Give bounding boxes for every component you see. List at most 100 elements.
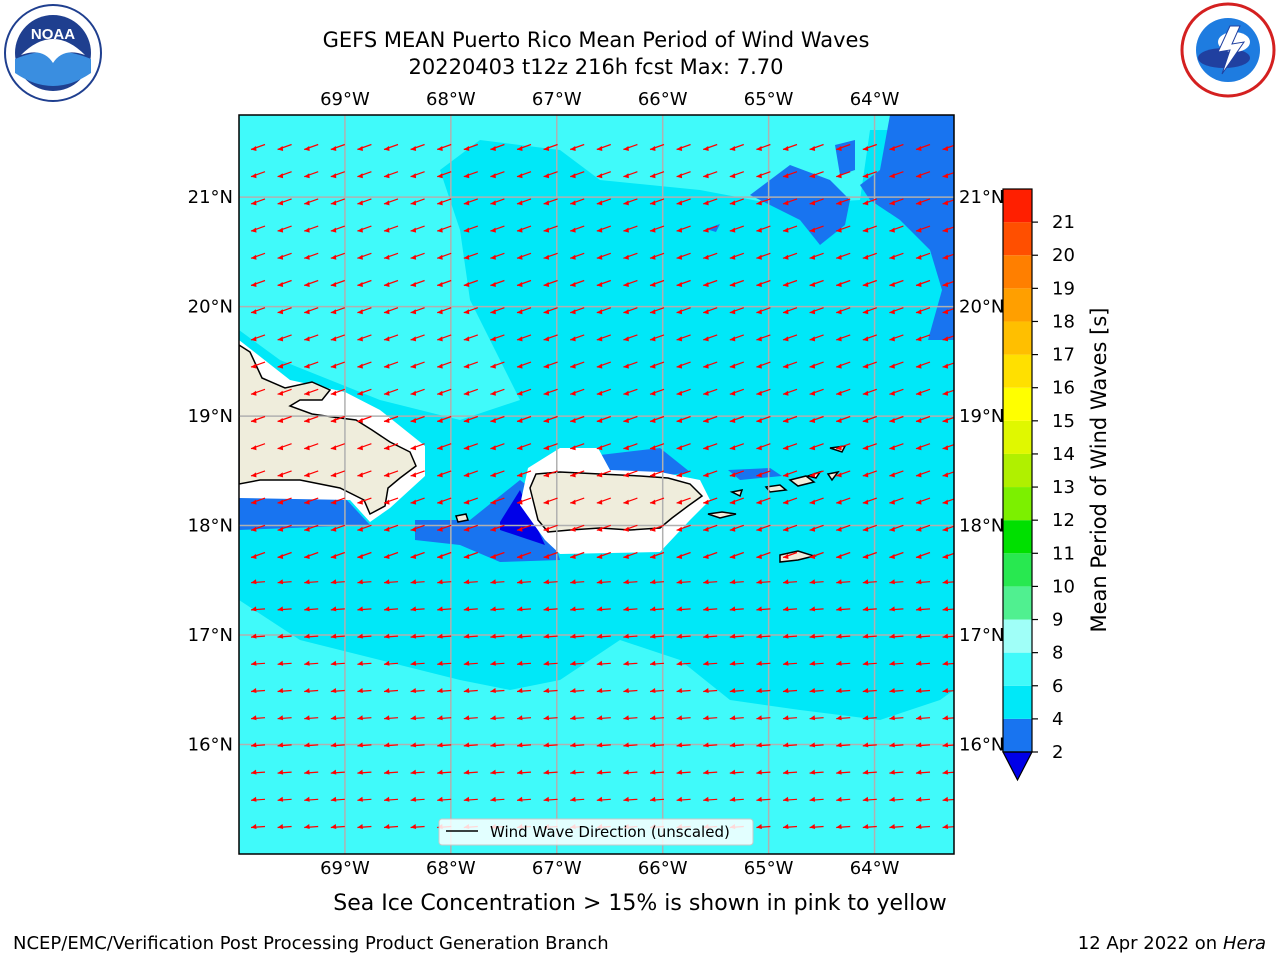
wind-wave-arrow: [330, 334, 346, 342]
wind-wave-arrow: [277, 171, 292, 179]
wind-wave-arrow: [490, 443, 505, 451]
wind-wave-arrow: [809, 606, 824, 612]
wind-wave-arrow: [303, 225, 319, 233]
wind-wave-arrow: [330, 524, 346, 532]
wind-wave-arrow: [729, 361, 745, 369]
wind-wave-arrow: [623, 524, 638, 532]
wind-wave-arrow: [303, 252, 319, 260]
wind-wave-arrow: [809, 688, 824, 693]
wind-wave-arrow: [915, 497, 931, 505]
wind-wave-arrow: [729, 742, 744, 748]
wind-wave-arrow: [915, 307, 931, 315]
wind-wave-arrow: [543, 307, 558, 315]
wind-wave-arrow: [490, 334, 505, 342]
wind-wave-arrow: [623, 225, 638, 233]
wind-wave-arrow: [250, 742, 266, 748]
colorbar-segment: [1003, 619, 1032, 653]
wind-wave-arrow: [303, 470, 319, 478]
wind-wave-arrow: [543, 361, 558, 369]
wind-wave-arrow: [357, 524, 372, 532]
wind-wave-arrow: [729, 688, 744, 693]
wind-wave-arrow: [463, 660, 478, 666]
wind-wave-arrow: [782, 688, 798, 693]
wind-wave-arrow: [782, 171, 798, 179]
wind-wave-arrow: [596, 334, 612, 342]
wind-wave-arrow: [463, 551, 479, 559]
wind-wave-arrow: [649, 796, 665, 802]
wind-wave-arrow: [596, 715, 611, 721]
wind-wave-arrow: [330, 551, 346, 559]
wind-wave-arrow: [570, 769, 585, 775]
wind-wave-arrow: [862, 143, 878, 151]
wind-wave-arrow: [490, 361, 505, 369]
wind-wave-arrow: [303, 171, 319, 179]
wind-wave-arrow: [596, 742, 611, 748]
wind-wave-arrow: [383, 198, 399, 206]
wind-wave-arrow: [516, 470, 532, 478]
wind-wave-arrow: [649, 334, 665, 342]
wind-wave-arrow: [676, 524, 691, 532]
wind-wave-arrow: [623, 334, 638, 342]
colorbar-tick-label: 17: [1052, 345, 1075, 366]
wind-wave-arrow: [463, 143, 479, 151]
wind-wave-arrow: [729, 225, 745, 233]
wind-wave-arrow: [357, 225, 372, 233]
wind-wave-arrow: [383, 497, 399, 505]
wind-wave-arrow: [516, 415, 532, 423]
wind-wave-arrow: [915, 361, 931, 369]
wind-wave-arrow: [330, 470, 346, 478]
wind-wave-arrow: [383, 415, 399, 423]
wind-wave-arrow: [303, 415, 319, 423]
wind-wave-arrow: [436, 198, 452, 206]
wind-wave-arrow: [437, 579, 452, 585]
wind-wave-arrow: [436, 361, 452, 369]
wind-wave-arrow: [782, 307, 798, 315]
wind-wave-arrow: [357, 388, 372, 396]
wind-wave-arrow: [836, 715, 851, 721]
wind-wave-arrow: [623, 415, 638, 423]
wind-wave-arrow: [330, 660, 345, 666]
wind-wave-arrow: [889, 606, 904, 612]
wind-wave-arrow: [889, 225, 904, 233]
wind-wave-arrow: [889, 715, 904, 721]
wind-wave-arrow: [702, 524, 718, 532]
wind-wave-arrow: [915, 796, 931, 802]
wind-wave-arrow: [490, 551, 505, 559]
wind-wave-arrow: [596, 688, 611, 693]
wind-wave-arrow: [889, 307, 904, 315]
wind-wave-arrow: [330, 796, 345, 802]
wind-wave-arrow: [649, 715, 665, 721]
wind-wave-arrow: [304, 742, 319, 748]
lat-tick-label-right: 19°N: [959, 406, 1004, 427]
wind-wave-arrow: [676, 715, 691, 721]
wind-wave-arrow: [410, 769, 425, 775]
colorbar-tick-label: 21: [1052, 212, 1075, 233]
wind-wave-arrow: [463, 361, 479, 369]
wind-wave-arrow: [383, 252, 399, 260]
wind-wave-arrow: [357, 252, 372, 260]
wind-wave-arrow: [942, 715, 954, 721]
wind-wave-arrow: [436, 143, 452, 151]
wind-wave-arrow: [490, 225, 505, 233]
wind-wave-arrow: [596, 279, 612, 287]
wind-wave-arrow: [277, 252, 292, 260]
wind-wave-arrow: [676, 796, 691, 802]
wind-wave-arrow: [809, 769, 824, 775]
wind-wave-arrow: [862, 252, 878, 260]
wind-wave-arrow: [596, 225, 612, 233]
wind-wave-arrow: [383, 742, 399, 748]
wind-wave-arrow: [676, 361, 691, 369]
wind-wave-arrow: [702, 252, 718, 260]
wind-wave-arrow: [729, 198, 745, 206]
wave-period-contour-under-2: [500, 490, 545, 545]
wind-wave-arrow: [357, 143, 372, 151]
lat-tick-label-right: 16°N: [959, 735, 1004, 756]
wind-wave-arrow: [357, 742, 372, 748]
wind-wave-arrow: [516, 225, 532, 233]
lat-tick-labels-left: 21°N 20°N 19°N 18°N 17°N 16°N: [188, 187, 233, 755]
wind-wave-arrow: [649, 742, 665, 748]
wind-wave-arrow: [889, 660, 904, 666]
wind-wave-arrow: [942, 171, 954, 179]
wind-wave-arrow: [543, 225, 558, 233]
wind-wave-arrow: [756, 252, 771, 260]
